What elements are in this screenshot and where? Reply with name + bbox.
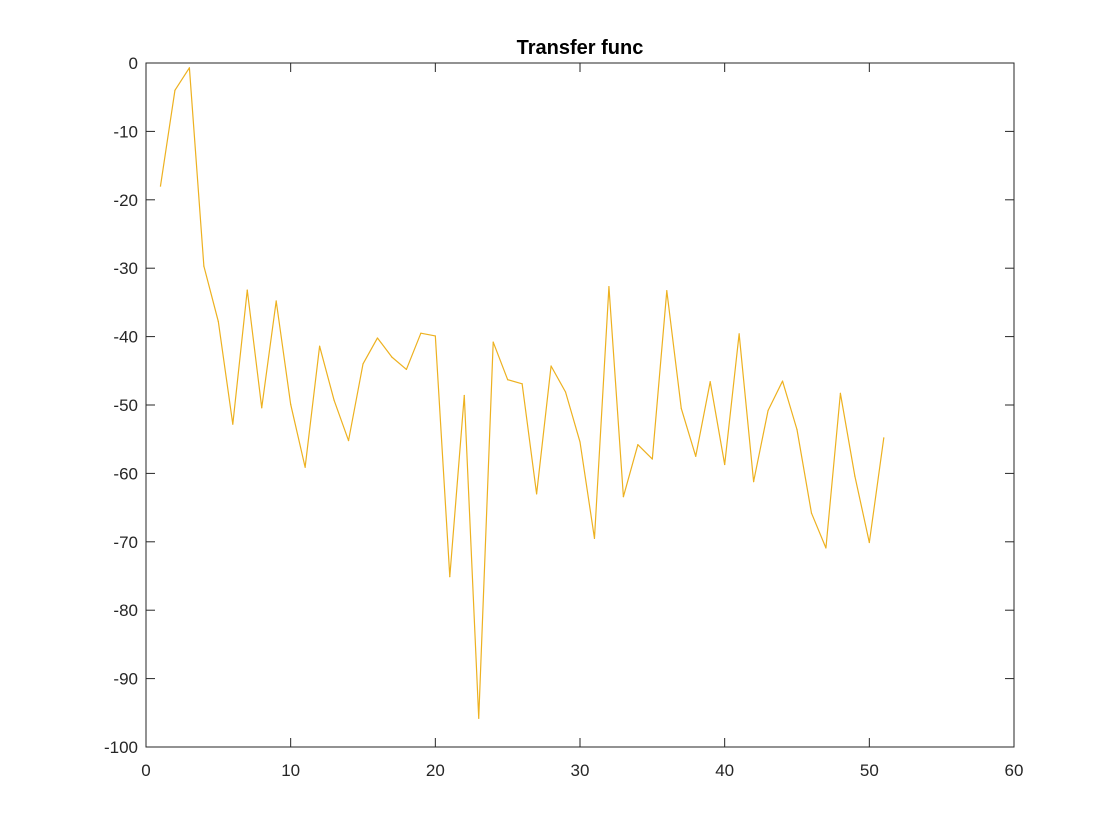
data-point <box>883 437 885 439</box>
data-point <box>724 463 726 466</box>
data-point <box>608 286 610 288</box>
y-tick-label: -20 <box>113 191 138 210</box>
data-point <box>680 407 682 410</box>
data-point <box>825 547 827 549</box>
data-point <box>666 290 668 292</box>
chart-title: Transfer func <box>517 37 644 59</box>
data-point <box>174 89 176 91</box>
y-tick-label: -70 <box>113 533 138 552</box>
x-tick-label: 20 <box>426 761 445 780</box>
data-point <box>753 481 755 483</box>
data-point <box>203 265 205 267</box>
data-point <box>420 332 422 334</box>
data-point <box>478 717 480 719</box>
x-tick-label: 40 <box>715 761 734 780</box>
data-point <box>738 333 740 335</box>
data-point <box>391 356 393 358</box>
data-point <box>405 368 407 371</box>
data-point <box>709 381 711 383</box>
data-point <box>521 383 523 385</box>
data-point <box>564 391 567 393</box>
data-point <box>622 496 625 498</box>
data-point <box>536 493 538 495</box>
y-tick-label: -90 <box>113 670 138 689</box>
data-point <box>507 379 509 381</box>
data-point <box>246 289 248 291</box>
x-tick-label: 0 <box>141 761 150 780</box>
data-point <box>275 300 277 302</box>
series-layer <box>159 67 885 719</box>
data-point <box>333 399 335 401</box>
x-tick-label: 30 <box>571 761 590 780</box>
data-point <box>550 365 552 367</box>
y-tick-label: -10 <box>113 122 138 141</box>
data-point <box>232 423 234 425</box>
data-point <box>593 537 596 539</box>
data-point <box>492 341 494 343</box>
data-point <box>188 67 190 69</box>
y-tick-label: -50 <box>113 396 138 415</box>
data-point <box>781 380 784 382</box>
y-tick-label: -60 <box>113 464 138 483</box>
data-point <box>376 337 379 339</box>
data-point <box>449 576 451 578</box>
y-tick-label: -100 <box>104 738 138 757</box>
data-point <box>347 439 350 442</box>
data-point <box>868 541 870 544</box>
y-tick-label: 0 <box>129 54 138 73</box>
data-point <box>463 394 465 397</box>
data-point <box>362 363 364 365</box>
data-point <box>796 429 798 431</box>
data-point <box>304 466 306 468</box>
data-point <box>854 475 856 477</box>
data-point <box>290 403 292 405</box>
data-point <box>695 455 697 457</box>
y-axis: 0 -10 -20 -30 -40 -50 -60 -70 -80 -90 -100 <box>104 54 1014 757</box>
data-point <box>810 512 813 514</box>
y-tick-label: -80 <box>113 601 138 620</box>
data-point <box>261 407 263 409</box>
data-point <box>159 185 162 187</box>
data-point <box>651 458 653 460</box>
data-point <box>579 441 581 443</box>
x-tick-label: 10 <box>281 761 300 780</box>
y-tick-label: -40 <box>113 328 138 347</box>
data-point <box>839 392 842 394</box>
x-tick-label: 50 <box>860 761 879 780</box>
y-tick-label: -30 <box>113 259 138 278</box>
data-point <box>434 335 436 337</box>
data-point <box>319 345 321 347</box>
data-point <box>767 409 769 412</box>
data-point <box>637 444 639 446</box>
x-tick-label: 60 <box>1005 761 1024 780</box>
x-axis: 0 10 20 30 40 50 60 <box>141 63 1023 780</box>
data-point <box>217 320 219 323</box>
